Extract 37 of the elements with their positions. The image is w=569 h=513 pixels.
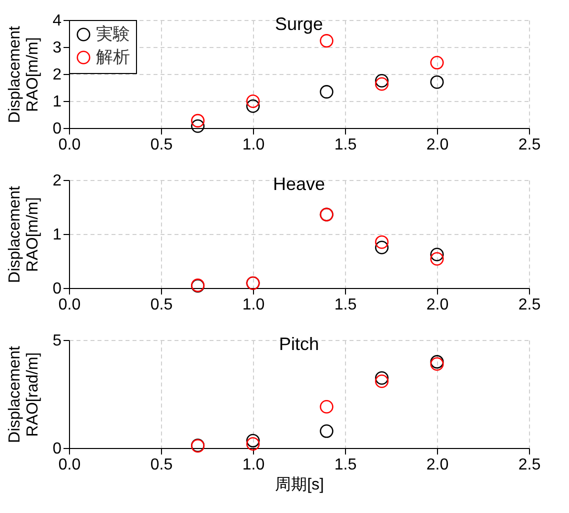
x-tick-label: 0.5 [150,296,173,314]
y-tick-label: 2 [52,66,62,84]
legend-label: 解析 [96,48,130,66]
legend-label: 実験 [96,24,130,44]
x-tick-label: 0.0 [58,296,81,314]
x-tick-label: 1.0 [242,136,265,154]
y-tick-label: 5 [52,332,62,350]
x-tick-label: 0.5 [150,456,173,474]
x-tick-label: 2.5 [518,136,541,154]
y-axis-title: Displacement RAO[rad/m] [6,345,42,443]
y-tick-label: 0 [52,440,62,458]
y-tick-label: 2 [52,172,62,190]
y-axis-title: Displacement RAO[m/m] [6,25,42,123]
y-axis-title: Displacement RAO[m/m] [6,185,42,283]
y-tick-label: 1 [52,226,62,244]
x-axis-title: 周期[s] [275,476,324,494]
x-tick-label: 2.0 [426,136,449,154]
y-tick-label: 0 [52,120,62,138]
chart-title: Heave [272,174,326,194]
x-tick-label: 2.5 [518,296,541,314]
x-tick-label: 2.0 [426,296,449,314]
x-tick-label: 1.5 [334,136,357,154]
y-tick-label: 4 [52,12,62,30]
x-tick-label: 1.5 [334,456,357,474]
x-tick-label: 0.5 [150,136,173,154]
x-tick-label: 1.0 [242,296,265,314]
y-tick-label: 1 [52,94,62,110]
chart-title: Pitch [278,334,320,354]
x-tick-label: 2.5 [518,456,541,474]
y-tick-label: 3 [52,40,62,56]
y-tick-label: 0 [52,280,62,298]
x-tick-label: 1.0 [242,456,265,474]
x-tick-label: 0.0 [58,136,81,154]
x-tick-label: 1.5 [334,296,357,314]
x-tick-label: 0.0 [58,456,81,474]
x-tick-label: 2.0 [426,456,449,474]
chart-title: Surge [274,14,324,34]
